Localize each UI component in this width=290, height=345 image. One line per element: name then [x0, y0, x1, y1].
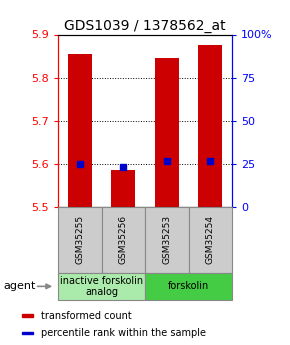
Bar — [58, 207, 102, 273]
Text: percentile rank within the sample: percentile rank within the sample — [41, 328, 206, 338]
Bar — [145, 207, 188, 273]
Bar — [22, 332, 33, 334]
Text: GSM35256: GSM35256 — [119, 215, 128, 264]
Bar — [58, 273, 145, 300]
Text: inactive forskolin
analog: inactive forskolin analog — [60, 276, 143, 297]
Text: GSM35253: GSM35253 — [162, 215, 171, 264]
Bar — [111, 170, 135, 207]
Text: transformed count: transformed count — [41, 311, 131, 321]
Bar — [68, 54, 92, 207]
Title: GDS1039 / 1378562_at: GDS1039 / 1378562_at — [64, 19, 226, 33]
Bar — [102, 207, 145, 273]
Text: forskolin: forskolin — [168, 282, 209, 291]
Bar — [155, 58, 179, 207]
Bar — [188, 207, 232, 273]
Text: GSM35255: GSM35255 — [75, 215, 84, 264]
Bar — [145, 273, 232, 300]
Text: GSM35254: GSM35254 — [206, 215, 215, 264]
Bar — [22, 314, 33, 317]
Bar — [198, 45, 222, 207]
Text: agent: agent — [3, 282, 35, 291]
